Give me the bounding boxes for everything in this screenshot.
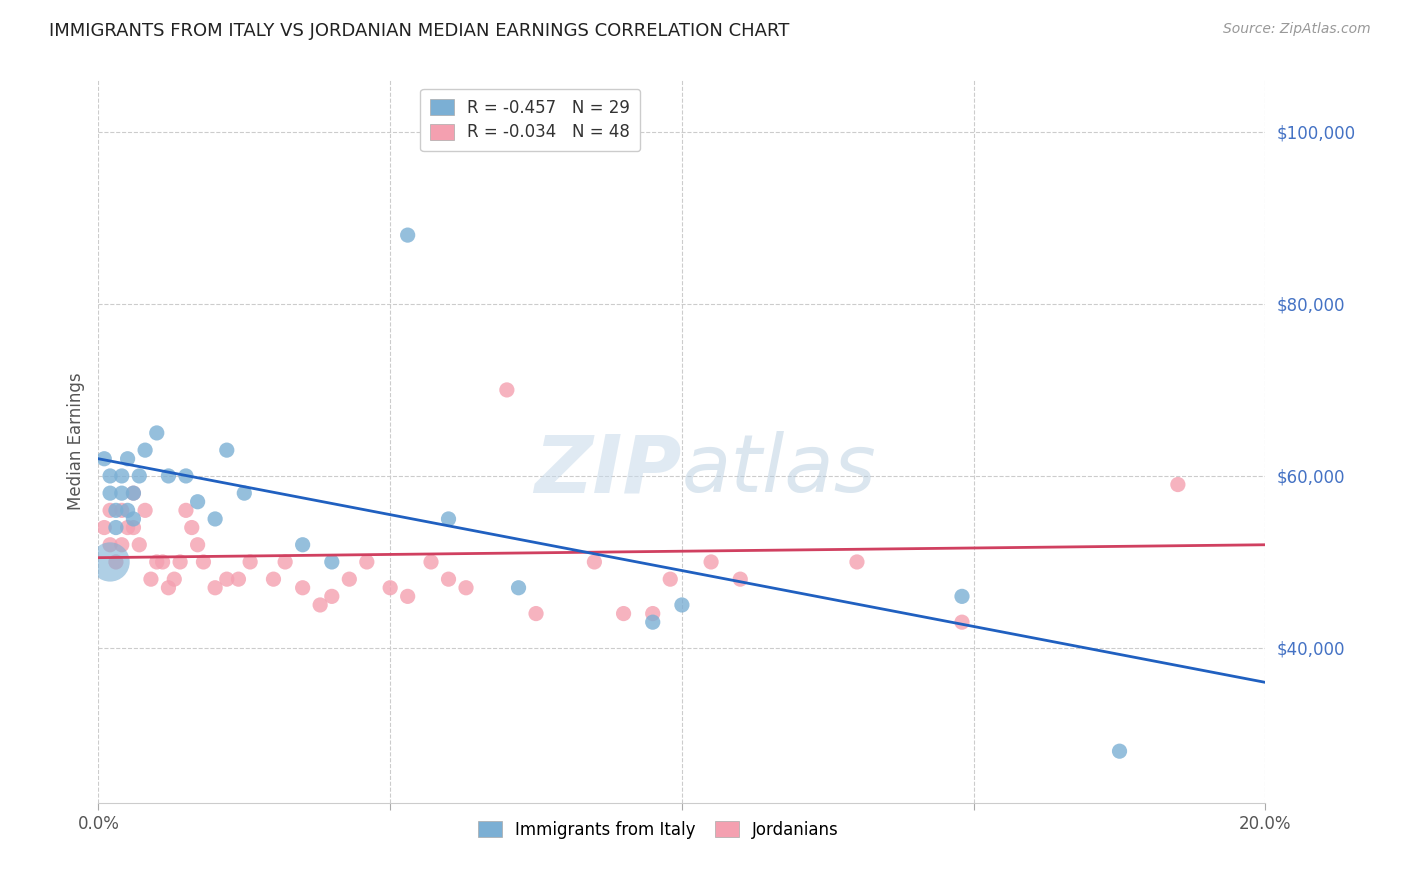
Point — [193, 555, 215, 569]
Point — [321, 590, 343, 604]
Point — [122, 486, 145, 500]
Point — [187, 494, 209, 508]
Point — [93, 520, 115, 534]
Point — [117, 503, 139, 517]
Point — [134, 443, 156, 458]
Point — [659, 572, 682, 586]
Text: atlas: atlas — [682, 432, 877, 509]
Point — [420, 555, 443, 569]
Point — [111, 503, 134, 517]
Point — [174, 503, 197, 517]
Point — [291, 538, 314, 552]
Point — [98, 503, 121, 517]
Point — [524, 607, 547, 621]
Point — [128, 538, 150, 552]
Y-axis label: Median Earnings: Median Earnings — [66, 373, 84, 510]
Point — [671, 598, 693, 612]
Point — [730, 572, 752, 586]
Point — [157, 581, 180, 595]
Point — [204, 512, 226, 526]
Point — [122, 520, 145, 534]
Point — [239, 555, 262, 569]
Point — [111, 469, 134, 483]
Point — [122, 486, 145, 500]
Point — [98, 538, 121, 552]
Text: IMMIGRANTS FROM ITALY VS JORDANIAN MEDIAN EARNINGS CORRELATION CHART: IMMIGRANTS FROM ITALY VS JORDANIAN MEDIA… — [49, 22, 790, 40]
Point — [122, 512, 145, 526]
Point — [128, 469, 150, 483]
Point — [262, 572, 284, 586]
Point — [274, 555, 297, 569]
Point — [291, 581, 314, 595]
Point — [612, 607, 634, 621]
Point — [215, 572, 238, 586]
Point — [583, 555, 606, 569]
Point — [321, 555, 343, 569]
Point — [950, 590, 973, 604]
Text: Source: ZipAtlas.com: Source: ZipAtlas.com — [1223, 22, 1371, 37]
Point — [117, 520, 139, 534]
Point — [228, 572, 250, 586]
Point — [146, 425, 169, 440]
Point — [117, 451, 139, 466]
Point — [950, 615, 973, 630]
Point — [104, 555, 127, 569]
Point — [1167, 477, 1189, 491]
Point — [1108, 744, 1130, 758]
Point — [437, 572, 460, 586]
Point — [93, 451, 115, 466]
Point — [337, 572, 360, 586]
Point — [641, 607, 664, 621]
Point — [111, 538, 134, 552]
Point — [233, 486, 256, 500]
Point — [139, 572, 162, 586]
Point — [169, 555, 191, 569]
Point — [641, 615, 664, 630]
Point — [98, 486, 121, 500]
Point — [309, 598, 332, 612]
Point — [508, 581, 530, 595]
Point — [700, 555, 723, 569]
Point — [187, 538, 209, 552]
Point — [204, 581, 226, 595]
Point — [846, 555, 869, 569]
Point — [496, 383, 519, 397]
Point — [396, 590, 419, 604]
Point — [215, 443, 238, 458]
Point — [396, 228, 419, 243]
Point — [146, 555, 169, 569]
Point — [152, 555, 174, 569]
Point — [157, 469, 180, 483]
Point — [104, 520, 127, 534]
Point — [134, 503, 156, 517]
Point — [98, 555, 121, 569]
Legend: Immigrants from Italy, Jordanians: Immigrants from Italy, Jordanians — [468, 811, 849, 848]
Point — [163, 572, 186, 586]
Point — [380, 581, 402, 595]
Point — [98, 469, 121, 483]
Point — [111, 486, 134, 500]
Point — [454, 581, 477, 595]
Point — [104, 503, 127, 517]
Point — [174, 469, 197, 483]
Point — [437, 512, 460, 526]
Text: ZIP: ZIP — [534, 432, 682, 509]
Point — [356, 555, 378, 569]
Point — [180, 520, 202, 534]
